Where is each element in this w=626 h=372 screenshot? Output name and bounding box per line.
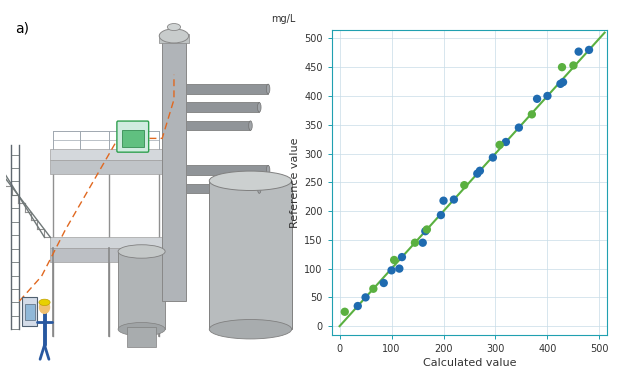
Ellipse shape bbox=[266, 166, 270, 175]
Point bbox=[353, 303, 363, 309]
Point bbox=[397, 254, 407, 260]
Point bbox=[449, 196, 459, 202]
Point bbox=[410, 240, 420, 246]
Ellipse shape bbox=[39, 299, 50, 305]
Polygon shape bbox=[50, 160, 162, 174]
Bar bbox=[24, 304, 35, 320]
Point bbox=[495, 142, 505, 148]
Bar bbox=[186, 121, 250, 130]
Bar bbox=[209, 181, 292, 329]
Point bbox=[422, 227, 432, 232]
Point bbox=[420, 228, 430, 234]
Point bbox=[459, 182, 470, 188]
Ellipse shape bbox=[249, 121, 252, 131]
Point bbox=[555, 81, 565, 87]
Bar bbox=[162, 36, 186, 301]
Polygon shape bbox=[50, 248, 162, 262]
Bar bbox=[127, 327, 156, 347]
Point bbox=[568, 62, 578, 68]
Point bbox=[394, 266, 404, 272]
Circle shape bbox=[39, 301, 49, 313]
Ellipse shape bbox=[209, 171, 292, 190]
Bar bbox=[118, 251, 165, 329]
Bar bbox=[186, 102, 259, 112]
Ellipse shape bbox=[209, 320, 292, 339]
Ellipse shape bbox=[257, 184, 261, 193]
Bar bbox=[186, 184, 259, 193]
Point bbox=[501, 139, 511, 145]
Ellipse shape bbox=[159, 29, 188, 43]
Point bbox=[436, 212, 446, 218]
Point bbox=[584, 47, 594, 53]
Point bbox=[438, 198, 448, 204]
X-axis label: Calculated value: Calculated value bbox=[423, 358, 516, 368]
Point bbox=[389, 257, 399, 263]
Point bbox=[340, 309, 350, 315]
Point bbox=[514, 125, 524, 131]
Bar bbox=[23, 298, 37, 326]
Point bbox=[488, 154, 498, 160]
Point bbox=[532, 96, 542, 102]
Point bbox=[543, 93, 553, 99]
Y-axis label: Reference value: Reference value bbox=[290, 137, 300, 228]
Bar bbox=[186, 84, 268, 93]
Point bbox=[386, 267, 396, 273]
Point bbox=[472, 171, 482, 177]
Text: a): a) bbox=[15, 22, 29, 36]
Point bbox=[379, 280, 389, 286]
Ellipse shape bbox=[257, 103, 261, 112]
Point bbox=[475, 168, 485, 174]
Point bbox=[368, 286, 378, 292]
Point bbox=[573, 49, 583, 55]
Point bbox=[418, 240, 428, 246]
Text: mg/L: mg/L bbox=[271, 14, 295, 24]
Bar bbox=[186, 165, 268, 175]
Polygon shape bbox=[50, 149, 162, 160]
Bar bbox=[121, 129, 143, 147]
Ellipse shape bbox=[167, 23, 180, 31]
Ellipse shape bbox=[118, 323, 165, 336]
Bar bbox=[159, 34, 188, 43]
FancyBboxPatch shape bbox=[117, 121, 148, 152]
Point bbox=[557, 64, 567, 70]
Ellipse shape bbox=[266, 84, 270, 94]
Point bbox=[361, 294, 371, 300]
Polygon shape bbox=[50, 237, 162, 248]
Point bbox=[558, 79, 568, 85]
Point bbox=[527, 111, 537, 117]
Ellipse shape bbox=[118, 245, 165, 258]
